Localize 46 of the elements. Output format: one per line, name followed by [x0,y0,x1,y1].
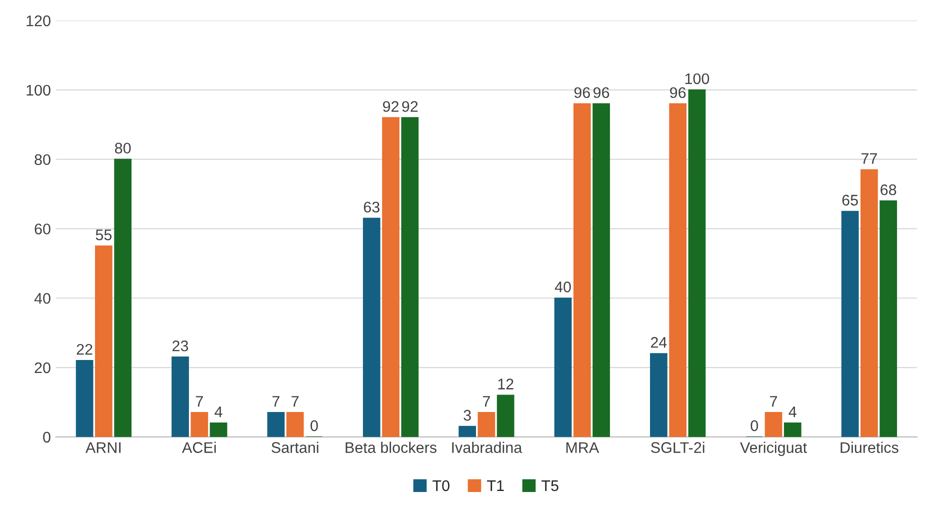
data-label: 0 [750,420,758,432]
data-label: 80 [115,142,131,154]
data-label: 0 [310,420,318,432]
data-label: 24 [650,337,667,348]
x-tick-label: Diuretics [840,442,898,453]
x-tick-label: Vericiguat [740,442,807,456]
data-label: 96 [593,87,610,98]
data-label: 65 [842,194,858,206]
x-tick-label: ARNI [85,442,121,453]
y-tick-label: 40 [34,292,50,304]
x-tick-label: Sartani [272,442,318,453]
y-tick-label: 120 [26,15,50,26]
data-label: 23 [172,340,188,352]
x-tick-label: MRA [566,442,600,453]
data-label: 7 [292,396,299,407]
x-tick-label: Beta blockers [346,442,436,453]
data-label: 63 [364,202,380,213]
y-tick-label: 60 [34,224,50,234]
data-label: 40 [554,282,571,292]
x-tick-label: SGLT-2i [651,442,704,453]
y-tick-label: 80 [34,154,50,166]
y-tick-label: 0 [43,432,50,443]
y-tick-label: 20 [34,362,50,374]
data-label: 100 [685,73,710,84]
data-label: 7 [482,396,490,407]
legend-label: T5 [542,480,558,492]
data-label: 96 [574,87,590,98]
data-label: 3 [464,410,471,421]
data-label: 96 [670,87,686,98]
data-label: 12 [498,378,514,390]
data-label: 92 [402,101,418,112]
data-label: 77 [861,153,877,164]
data-label: 55 [96,230,112,240]
data-label: 22 [76,344,92,355]
data-label: 4 [788,406,796,418]
legend-label: T0 [432,480,450,492]
y-tick-label: 100 [26,84,50,96]
data-label: 7 [196,396,203,407]
data-label: 7 [770,396,777,407]
x-tick-label: ACEi [182,442,216,453]
data-label: 7 [272,396,280,407]
data-label: 92 [382,101,398,112]
legend-label: T1 [487,480,504,491]
data-label: 4 [214,406,222,418]
data-label: 68 [880,184,896,196]
x-tick-label: Ivabradina [452,442,522,453]
